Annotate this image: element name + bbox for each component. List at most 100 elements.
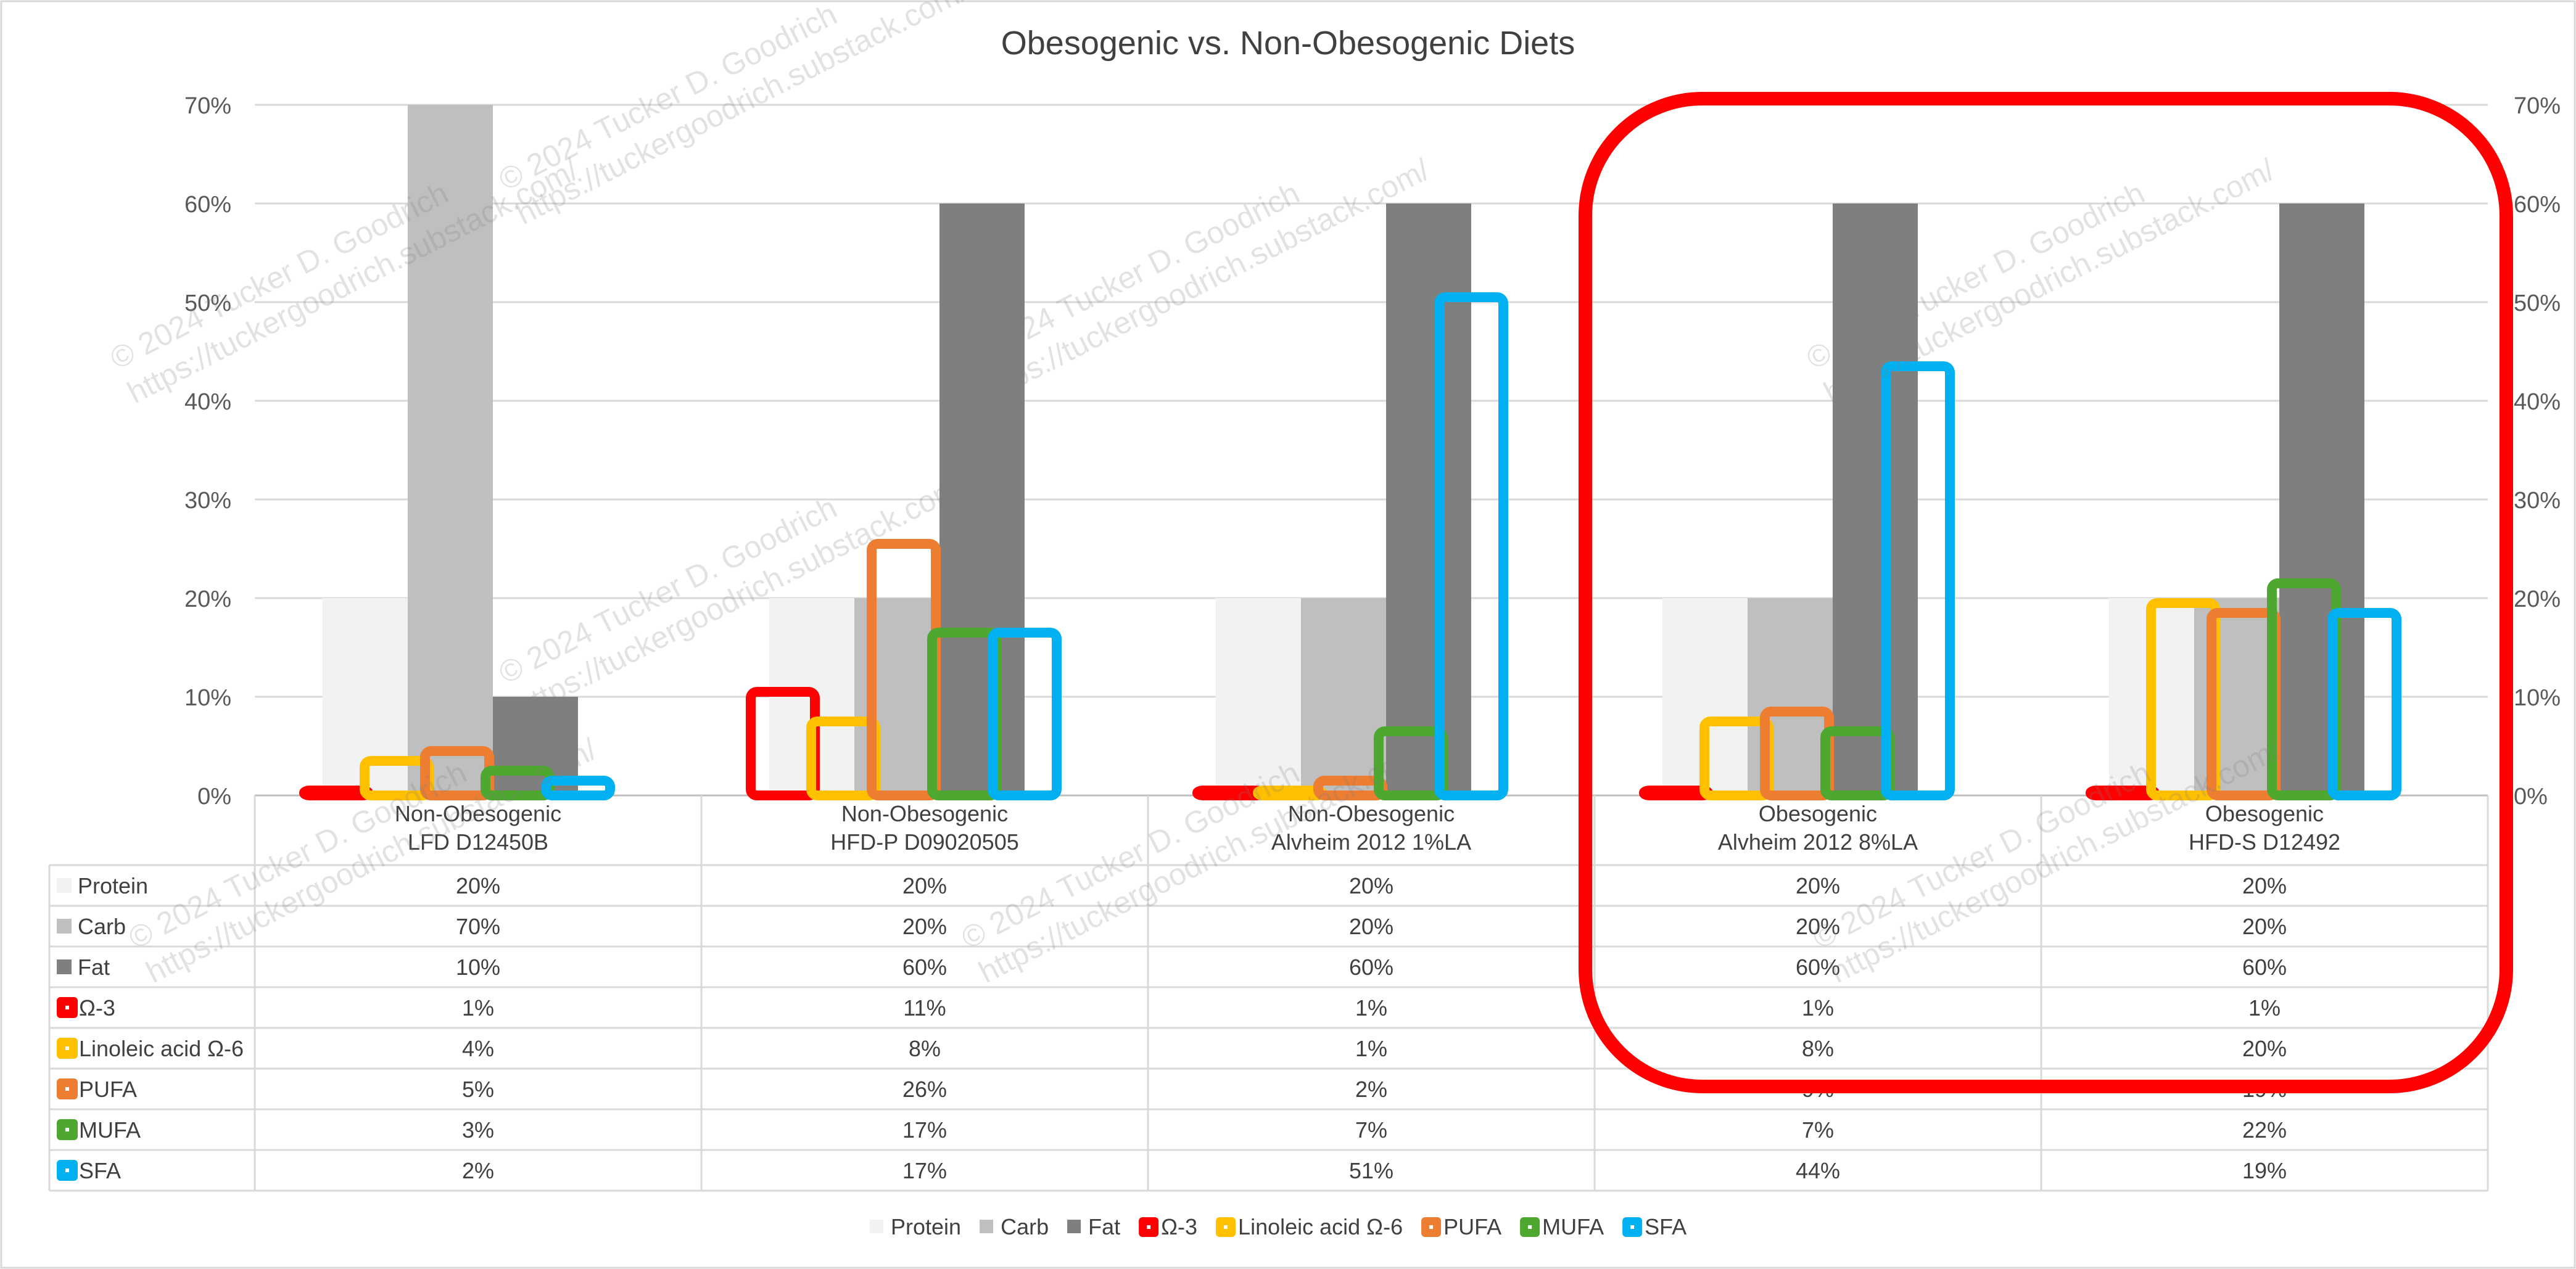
y-tick-label-left: 70%: [184, 93, 231, 119]
row-key: [57, 919, 72, 934]
bar-outline-0: [299, 786, 373, 800]
y-tick-label-left: 30%: [184, 488, 231, 514]
bar-outline-4: [541, 776, 615, 800]
table-cell: 3%: [462, 1117, 494, 1143]
row-key-center: [65, 1006, 69, 1009]
table-cell: 20%: [2242, 914, 2287, 939]
y-tick-label-left: 40%: [184, 389, 231, 415]
legend-item: Ω-3: [1139, 1214, 1197, 1239]
y-axes: 0% 0% 10% 10% 20% 20% 30% 30% 40% 40% 50% 50% 60% 60%…: [184, 93, 2561, 810]
table-cell: 8%: [1802, 1036, 1834, 1061]
legend-label: Linoleic acid Ω-6: [1238, 1214, 1403, 1239]
legend-swatch: [1067, 1220, 1081, 1233]
table-cell: 70%: [456, 914, 500, 939]
table-cell: 60%: [2242, 955, 2287, 980]
y-tick-label-right: 50%: [2514, 290, 2561, 316]
table-cell: 11%: [903, 995, 946, 1021]
legend-swatch-center: [1429, 1225, 1434, 1229]
table-cell: 5%: [462, 1077, 494, 1102]
table-cell: 17%: [902, 1117, 947, 1143]
table-cell: 20%: [1796, 873, 1840, 898]
table-cell: 1%: [462, 995, 494, 1021]
row-label: PUFA: [79, 1077, 137, 1102]
legend: Protein Carb Fat Ω-3 Linoleic acid Ω-6 PUFA MU…: [870, 1214, 1686, 1239]
bar-carb: [1301, 598, 1386, 795]
row-key-center: [65, 1128, 69, 1131]
legend-label: Carb: [1001, 1214, 1049, 1239]
row-key-center: [65, 1046, 69, 1050]
legend-label: SFA: [1645, 1214, 1686, 1239]
row-label: Linoleic acid Ω-6: [79, 1036, 244, 1061]
table-cell: 60%: [1796, 955, 1840, 980]
category-label: Non-Obesogenic: [1288, 801, 1455, 826]
y-tick-label-right: 30%: [2514, 488, 2561, 514]
category-label: HFD-P D09020505: [830, 829, 1019, 855]
table-cell: 51%: [1349, 1158, 1393, 1183]
table-cell: 1%: [1355, 1036, 1387, 1061]
bar-outline-4: [1434, 292, 1508, 800]
data-table: Non-Obesogenic LFD D12450B Non-Obesogenic H…: [48, 795, 2489, 1192]
y-tick-label-right: 60%: [2514, 192, 2561, 218]
bar-carb: [408, 105, 493, 795]
y-tick-label-left: 60%: [184, 192, 231, 218]
legend-label: Fat: [1088, 1214, 1120, 1239]
table-cell: 20%: [1796, 914, 1840, 939]
legend-item: Protein: [870, 1214, 961, 1239]
table-cell: 20%: [456, 873, 500, 898]
table-cell: 44%: [1796, 1158, 1840, 1183]
y-tick-label-left: 0%: [197, 784, 231, 810]
y-tick-label-left: 20%: [184, 586, 231, 612]
bar-outline-4: [1881, 361, 1955, 800]
bar-fat: [1833, 203, 1918, 795]
table-cell: 10%: [456, 955, 500, 980]
table-cell: 20%: [1349, 914, 1393, 939]
table-cell: 1%: [1802, 995, 1834, 1021]
y-tick-label-left: 50%: [184, 290, 231, 316]
table-cell: 20%: [2242, 1036, 2287, 1061]
table-cell: 1%: [2248, 995, 2281, 1021]
legend-swatch-center: [1224, 1225, 1228, 1229]
y-tick-label-right: 40%: [2514, 389, 2561, 415]
highlight-box: [1579, 92, 2513, 1093]
row-label: MUFA: [79, 1117, 141, 1143]
category-label: Non-Obesogenic: [395, 801, 561, 826]
row-key: [57, 959, 72, 974]
y-tick-label-right: 20%: [2514, 586, 2561, 612]
table-cell: 19%: [2242, 1158, 2287, 1183]
category-label: Obesogenic: [1759, 801, 1877, 826]
table-cell: 26%: [902, 1077, 947, 1102]
legend-item: Linoleic acid Ω-6: [1216, 1214, 1403, 1239]
table-cell: 20%: [902, 914, 947, 939]
category-label: LFD D12450B: [408, 829, 548, 855]
highlight: [1579, 92, 2513, 1093]
legend-swatch: [980, 1220, 994, 1233]
table-cell: 4%: [462, 1036, 494, 1061]
table-cell: 22%: [2242, 1117, 2287, 1143]
legend-item: Fat: [1067, 1214, 1120, 1239]
legend-item: SFA: [1622, 1214, 1686, 1239]
table-cell: 60%: [1349, 955, 1393, 980]
legend-item: PUFA: [1421, 1214, 1501, 1239]
y-tick-label-right: 0%: [2514, 784, 2548, 810]
legend-swatch-center: [1528, 1225, 1532, 1229]
row-label: SFA: [79, 1158, 121, 1183]
bar-outline-4: [2327, 608, 2401, 800]
bar-outline-4: [988, 628, 1062, 800]
table-cell: 17%: [902, 1158, 947, 1183]
table-cell: 2%: [462, 1158, 494, 1183]
legend-swatch-center: [1147, 1225, 1151, 1229]
row-label: Protein: [78, 873, 148, 898]
bar-protein: [1216, 598, 1301, 795]
table-cell: 7%: [1802, 1117, 1834, 1143]
row-key-center: [65, 1087, 69, 1091]
table-cell: 2%: [1355, 1077, 1387, 1102]
legend-label: MUFA: [1542, 1214, 1604, 1239]
legend-label: PUFA: [1443, 1214, 1501, 1239]
bar-outline-0: [1639, 786, 1713, 800]
table-cell: 20%: [1349, 873, 1393, 898]
row-label: Carb: [78, 914, 126, 939]
bar-fat: [939, 203, 1025, 795]
category-label: Obesogenic: [2205, 801, 2324, 826]
y-tick-label-right: 70%: [2514, 93, 2561, 119]
